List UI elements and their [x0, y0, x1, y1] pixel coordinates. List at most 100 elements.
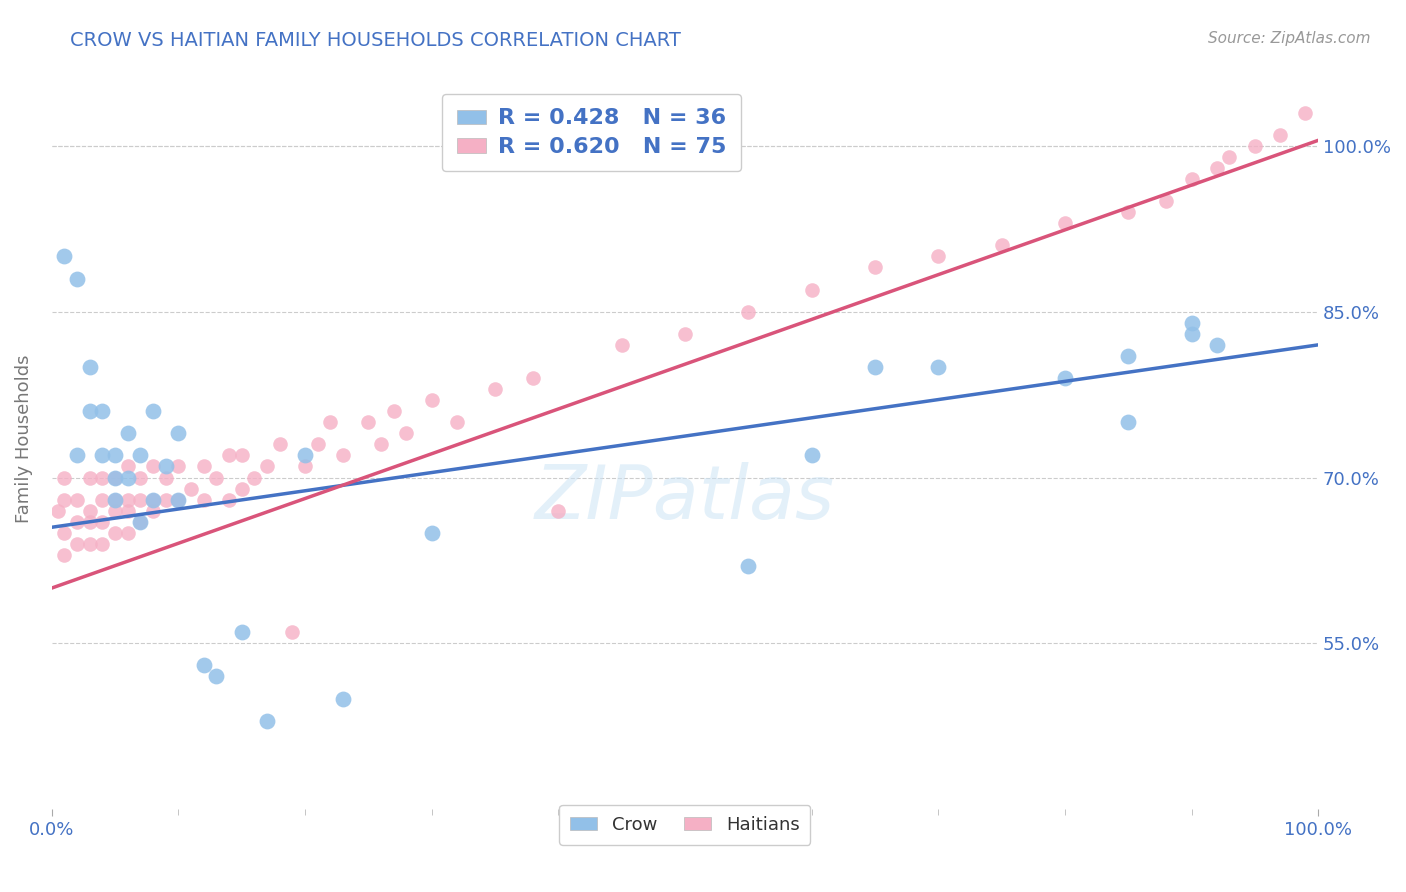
Point — [129, 449, 152, 463]
Point — [294, 449, 316, 463]
Text: Source: ZipAtlas.com: Source: ZipAtlas.com — [1208, 31, 1371, 46]
Point — [167, 492, 190, 507]
Point — [66, 537, 89, 551]
Point — [332, 449, 354, 463]
Point — [193, 492, 215, 507]
Point — [243, 470, 266, 484]
Point — [610, 338, 633, 352]
Point — [167, 459, 190, 474]
Point — [218, 449, 240, 463]
Point — [104, 504, 127, 518]
Point — [1180, 316, 1202, 330]
Point — [180, 482, 202, 496]
Point — [281, 625, 304, 640]
Point — [990, 238, 1012, 252]
Point — [129, 515, 152, 529]
Point — [1295, 105, 1317, 120]
Point — [420, 525, 443, 540]
Point — [66, 271, 89, 285]
Point — [104, 525, 127, 540]
Point — [1180, 172, 1202, 186]
Point — [104, 470, 127, 484]
Point — [863, 260, 886, 275]
Point — [66, 449, 89, 463]
Point — [294, 459, 316, 474]
Point — [129, 470, 152, 484]
Point — [800, 449, 823, 463]
Point — [53, 525, 76, 540]
Point — [46, 504, 69, 518]
Point — [218, 492, 240, 507]
Point — [53, 249, 76, 263]
Point — [117, 426, 139, 441]
Point — [193, 658, 215, 673]
Point — [117, 470, 139, 484]
Point — [53, 492, 76, 507]
Point — [91, 492, 114, 507]
Point — [484, 382, 506, 396]
Point — [129, 515, 152, 529]
Point — [319, 415, 342, 429]
Point — [91, 449, 114, 463]
Point — [370, 437, 392, 451]
Point — [142, 492, 165, 507]
Text: CROW VS HAITIAN FAMILY HOUSEHOLDS CORRELATION CHART: CROW VS HAITIAN FAMILY HOUSEHOLDS CORREL… — [70, 31, 681, 50]
Point — [193, 459, 215, 474]
Point — [927, 249, 949, 263]
Point — [1116, 415, 1139, 429]
Point — [79, 537, 101, 551]
Point — [673, 326, 696, 341]
Point — [79, 404, 101, 418]
Point — [1205, 338, 1227, 352]
Point — [1268, 128, 1291, 142]
Point — [269, 437, 291, 451]
Point — [79, 504, 101, 518]
Point — [1116, 349, 1139, 363]
Point — [53, 470, 76, 484]
Point — [117, 492, 139, 507]
Point — [863, 359, 886, 374]
Point — [104, 449, 127, 463]
Text: ZIPatlas: ZIPatlas — [534, 462, 835, 534]
Point — [446, 415, 468, 429]
Point — [66, 515, 89, 529]
Point — [332, 691, 354, 706]
Point — [1205, 161, 1227, 175]
Point — [66, 492, 89, 507]
Point — [205, 669, 228, 683]
Point — [357, 415, 380, 429]
Point — [1053, 371, 1076, 385]
Point — [142, 492, 165, 507]
Point — [547, 504, 569, 518]
Point — [142, 404, 165, 418]
Point — [79, 359, 101, 374]
Point — [231, 625, 253, 640]
Point — [420, 393, 443, 408]
Point — [79, 515, 101, 529]
Point — [205, 470, 228, 484]
Point — [1218, 150, 1240, 164]
Point — [142, 459, 165, 474]
Point — [167, 492, 190, 507]
Point — [91, 470, 114, 484]
Point — [522, 371, 544, 385]
Point — [91, 537, 114, 551]
Point — [231, 482, 253, 496]
Point — [1154, 194, 1177, 209]
Point — [800, 283, 823, 297]
Point — [1116, 205, 1139, 219]
Point — [256, 714, 278, 728]
Point — [117, 525, 139, 540]
Point — [104, 492, 127, 507]
Y-axis label: Family Households: Family Households — [15, 355, 32, 523]
Point — [79, 470, 101, 484]
Point — [1243, 139, 1265, 153]
Point — [53, 548, 76, 562]
Point — [307, 437, 329, 451]
Point — [104, 470, 127, 484]
Point — [231, 449, 253, 463]
Point — [395, 426, 418, 441]
Point — [142, 504, 165, 518]
Point — [129, 492, 152, 507]
Point — [256, 459, 278, 474]
